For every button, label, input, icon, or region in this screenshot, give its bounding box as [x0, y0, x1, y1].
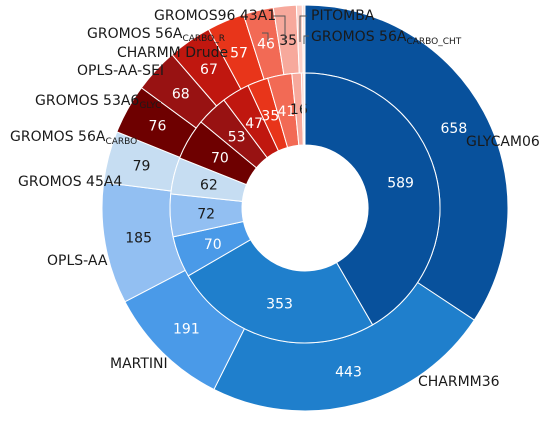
inner-slice-glycam06: [304, 72, 441, 326]
inner-value-label-gromos-53a6-glyc: 53: [228, 129, 246, 145]
category-label-gromos-53a6-glyc: GROMOS 53A6GLYC: [35, 93, 161, 111]
inner-value-label-opls-aa: 72: [197, 206, 215, 222]
outer-value-label-gromos96-43a1: 35: [279, 33, 297, 49]
leader-line-gromos96-43a1: [273, 15, 286, 42]
category-label-charmm-drude: CHARMM Drude: [117, 45, 228, 61]
category-label-gromos-56a-carbo-cht: GROMOS 56ACARBO_CHT: [311, 29, 462, 47]
category-label-gromos-45a4: GROMOS 45A4: [18, 174, 122, 190]
outer-value-label-gromos-53a6-glyc: 68: [172, 86, 190, 102]
inner-value-label-glycam06: 589: [387, 175, 414, 191]
inner-slice-gromos-56a-carbo-cht: [303, 72, 306, 146]
inner-slice-charmm36: [187, 238, 374, 344]
leader-lines: [262, 15, 309, 44]
inner-value-label-charmm36: 353: [266, 297, 293, 313]
leader-line-gromos-56a-carbo-cht: [303, 35, 309, 44]
leader-line-pitomba: [299, 15, 307, 42]
category-labels: GLYCAM06 CHARMM36 MARTINI OPLS-AA GROMOS 45A…: [10, 8, 540, 390]
category-label-pitomba: PITOMBA: [311, 8, 375, 24]
outer-value-label-glycam06: 658: [441, 121, 468, 137]
inner-value-label-gromos-56a-carbo-r: 41: [278, 104, 296, 120]
category-label-charmm36: CHARMM36: [418, 374, 500, 390]
category-label-gromos-56a-carbo-r: GROMOS 56ACARBO_R: [87, 26, 225, 44]
outer-value-label-gromos-56a-carbo-r: 46: [257, 37, 275, 53]
outer-value-label-opls-aa: 185: [125, 231, 152, 247]
category-label-gromos-56a-carbo: GROMOS 56ACARBO: [10, 129, 137, 147]
category-label-gromos96-43a1: GROMOS96 43A1: [154, 8, 276, 24]
outer-value-label-gromos-56a-carbo: 76: [149, 119, 167, 135]
category-label-opls-aa-sei: OPLS-AA-SEI: [77, 63, 164, 79]
outer-value-label-charmm36: 443: [335, 364, 362, 380]
inner-value-label-gromos-45a4: 62: [200, 177, 218, 193]
inner-value-label-opls-aa-sei: 47: [245, 116, 263, 132]
category-label-martini: MARTINI: [110, 356, 168, 372]
category-label-opls-aa: OPLS-AA: [47, 253, 108, 269]
outer-value-label-martini: 191: [173, 321, 200, 337]
inner-value-label-martini: 70: [204, 237, 222, 253]
category-label-glycam06: GLYCAM06: [466, 134, 540, 150]
outer-value-label-charmm-drude: 57: [230, 45, 248, 61]
outer-value-label-gromos-45a4: 79: [133, 158, 151, 174]
leader-line-gromos-56a-carbo-r: [262, 32, 269, 42]
inner-value-label-charmm-drude: 35: [261, 108, 279, 124]
inner-value-label-gromos-56a-carbo: 70: [211, 150, 229, 166]
outer-value-label-opls-aa-sei: 67: [200, 62, 218, 78]
